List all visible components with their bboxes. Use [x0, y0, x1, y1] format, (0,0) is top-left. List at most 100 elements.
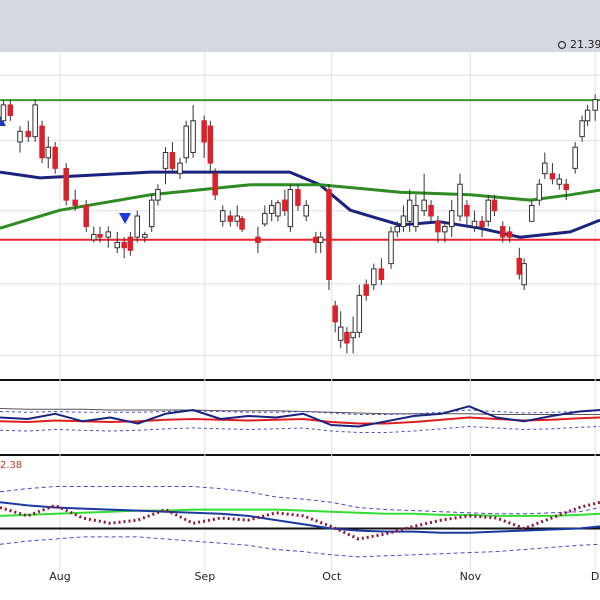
signal-marker: [119, 213, 131, 224]
candle-body: [485, 199, 492, 222]
x-tick-label: D: [591, 570, 599, 583]
candle-body: [350, 331, 356, 339]
price-icon: [557, 40, 567, 50]
candle-body: [169, 152, 176, 169]
candle-body: [563, 183, 569, 191]
candle-body: [134, 215, 140, 238]
indicator-line: [0, 405, 600, 428]
candle-body: [400, 215, 407, 228]
candle-body: [239, 218, 245, 230]
candle-body: [457, 183, 463, 217]
candle-body: [506, 231, 513, 238]
indicator-line: [0, 409, 600, 415]
candle-body: [201, 120, 207, 143]
candle-body: [52, 146, 58, 169]
candle-body: [268, 204, 275, 214]
candle-body: [317, 236, 324, 243]
candle-body: [91, 234, 97, 241]
candle-body: [0, 104, 7, 122]
indicator-line: [0, 500, 600, 541]
candle-body: [579, 120, 585, 138]
candle-body: [556, 178, 563, 185]
indicator-line: [0, 486, 600, 515]
candle-body: [421, 199, 427, 212]
candle-body: [63, 167, 69, 201]
indicator-line: [0, 536, 600, 558]
candle-body: [121, 241, 127, 249]
last-price: 21.39: [570, 38, 600, 51]
candle-body: [356, 294, 363, 333]
candle-body: [183, 125, 189, 159]
candle-body: [207, 125, 214, 164]
x-tick-label: Nov: [460, 570, 482, 583]
candle-body: [262, 212, 268, 225]
candle-body: [220, 210, 226, 222]
candle-body: [344, 331, 350, 344]
candle-body: [303, 204, 309, 217]
candle-body: [448, 210, 455, 228]
candle-body: [162, 152, 169, 169]
candle-body: [332, 305, 338, 323]
candle-body: [255, 236, 261, 243]
candle-body: [428, 204, 434, 217]
x-tick-label: Sep: [194, 570, 215, 583]
candle-body: [17, 130, 23, 143]
candle-body: [127, 236, 134, 251]
candle-body: [114, 241, 120, 249]
candle-body: [227, 215, 234, 222]
x-tick-label: Aug: [49, 570, 70, 583]
indicator-line: [0, 408, 600, 415]
candle-body: [83, 204, 89, 228]
candle-body: [542, 162, 548, 175]
candle-body: [464, 204, 470, 217]
indicator-line: [0, 501, 600, 534]
candle-body: [142, 234, 148, 238]
candle-body: [275, 202, 281, 217]
candle-body: [500, 226, 506, 238]
moving-average: [0, 170, 600, 239]
candle-body: [39, 125, 45, 159]
candle-body: [25, 130, 32, 138]
candle-body: [592, 99, 598, 111]
candle-body: [572, 146, 578, 169]
candle-body: [442, 226, 448, 233]
candle-body: [155, 189, 161, 201]
candle-body: [363, 284, 369, 296]
candle-body: [234, 215, 240, 222]
candle-body: [97, 234, 103, 238]
candle-body: [406, 199, 413, 222]
candle-body: [32, 104, 38, 138]
candle-body: [177, 162, 183, 175]
candle-body: [479, 220, 485, 228]
candle-body: [45, 146, 52, 159]
candle-body: [536, 183, 543, 201]
candle-body: [516, 257, 523, 275]
candle-body: [394, 226, 400, 233]
candle-body: [7, 104, 14, 116]
candle-body: [491, 199, 498, 212]
moving-average: [0, 183, 600, 230]
candle-body: [313, 236, 319, 243]
candle-body: [337, 326, 344, 341]
indicator-line: [0, 508, 600, 517]
candle-body: [371, 268, 377, 286]
candle-body: [295, 189, 301, 206]
indicator-label: 2.38: [0, 460, 22, 471]
candle-body: [413, 204, 419, 228]
candle-body: [521, 263, 527, 286]
candle-body: [549, 173, 556, 180]
candle-body: [388, 231, 394, 265]
candle-body: [212, 173, 218, 196]
chart-area: [0, 52, 600, 600]
indicator-line: [0, 426, 600, 433]
candle-body: [105, 231, 112, 238]
candle-body: [190, 120, 196, 154]
candle-body: [378, 268, 385, 280]
candle-body: [528, 204, 535, 222]
candle-body: [287, 189, 294, 228]
candle-body: [584, 109, 591, 122]
candle-body: [282, 199, 288, 212]
candle-body: [435, 220, 441, 233]
